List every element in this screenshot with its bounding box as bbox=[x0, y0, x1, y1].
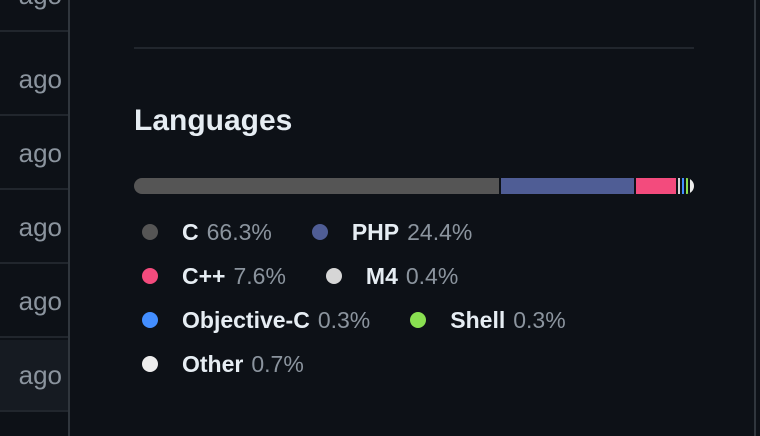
language-name: PHP bbox=[351, 218, 400, 245]
language-name: Other bbox=[182, 350, 244, 377]
language-color-dot bbox=[142, 356, 158, 372]
language-item-objective-c[interactable]: Objective-C 0.3% bbox=[142, 298, 370, 342]
language-item-other[interactable]: Other 0.7% bbox=[142, 342, 304, 386]
commit-time-row[interactable]: ago bbox=[0, 266, 68, 338]
language-item-php[interactable]: PHP 24.4% bbox=[311, 210, 473, 254]
commit-time-row[interactable]: ago bbox=[0, 44, 68, 116]
commit-time-text: ago bbox=[18, 63, 62, 94]
language-percent: 24.4% bbox=[407, 218, 473, 245]
languages-heading: Languages bbox=[134, 104, 293, 137]
language-color-dot bbox=[142, 268, 158, 284]
right-border bbox=[754, 0, 760, 436]
language-progress-bar[interactable] bbox=[134, 178, 694, 194]
language-name: C++ bbox=[182, 262, 226, 289]
language-color-dot bbox=[325, 268, 342, 284]
language-item-shell[interactable]: Shell 0.3% bbox=[410, 298, 566, 342]
language-item-cpp[interactable]: C++ 7.6% bbox=[142, 254, 286, 298]
commit-time-text: ago bbox=[18, 285, 62, 316]
language-name: C bbox=[182, 218, 199, 245]
left-column: ago ago ago ago ago ago bbox=[0, 0, 70, 436]
language-bar-segment bbox=[500, 178, 636, 194]
section-divider bbox=[134, 47, 694, 49]
language-color-dot bbox=[142, 224, 158, 240]
commit-time-text: ago bbox=[18, 359, 62, 390]
language-item-c[interactable]: C 66.3% bbox=[142, 210, 272, 254]
language-legend: C 66.3% PHP 24.4% C++ 7.6% M4 0.4% Objec… bbox=[142, 210, 702, 386]
commit-time-row[interactable]: ago bbox=[0, 192, 68, 264]
language-bar-segment bbox=[678, 178, 682, 194]
language-percent: 66.3% bbox=[206, 218, 272, 245]
language-percent: 7.6% bbox=[233, 262, 286, 289]
commit-time-row[interactable]: ago bbox=[0, 0, 68, 32]
language-bar-segment bbox=[635, 178, 678, 194]
language-percent: 0.3% bbox=[513, 306, 566, 333]
language-bar-segment bbox=[134, 178, 501, 194]
language-name: Shell bbox=[450, 306, 506, 333]
language-percent: 0.4% bbox=[405, 262, 459, 289]
language-bar-segment bbox=[686, 178, 690, 194]
language-name: Objective-C bbox=[182, 306, 310, 333]
language-name: M4 bbox=[365, 262, 398, 289]
language-color-dot bbox=[142, 312, 158, 328]
language-color-dot bbox=[311, 224, 328, 240]
language-percent: 0.3% bbox=[317, 306, 371, 333]
language-item-m4[interactable]: M4 0.4% bbox=[325, 254, 459, 298]
commit-time-text: ago bbox=[19, 0, 62, 11]
language-bar-segment bbox=[682, 178, 686, 194]
language-percent: 0.7% bbox=[251, 350, 304, 377]
language-bar-segment bbox=[690, 178, 694, 194]
language-color-dot bbox=[410, 312, 427, 328]
commit-time-row[interactable]: ago bbox=[0, 118, 68, 190]
commit-time-text: ago bbox=[18, 211, 62, 242]
commit-time-row[interactable]: ago bbox=[0, 340, 68, 412]
commit-time-text: ago bbox=[18, 137, 62, 168]
